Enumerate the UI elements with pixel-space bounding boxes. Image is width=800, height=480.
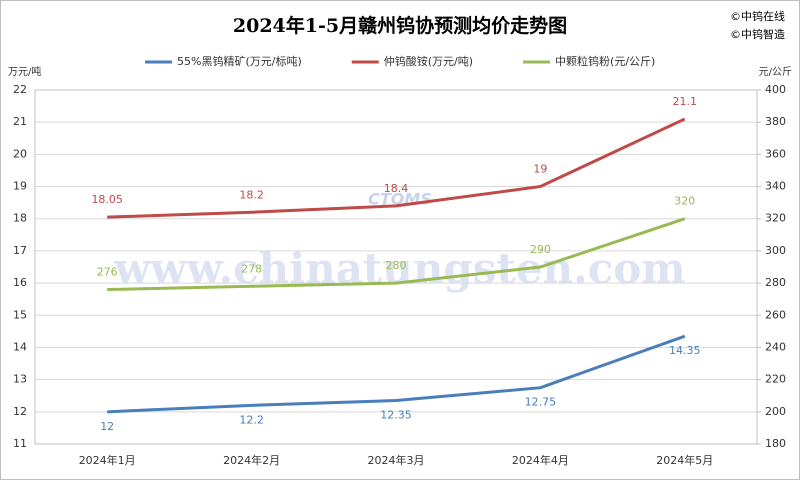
- x-tick-label: 2024年4月: [512, 453, 569, 467]
- x-tick-label: 2024年2月: [223, 453, 280, 467]
- y-tick-label: 19: [13, 180, 27, 193]
- y-tick-label: 22: [13, 83, 27, 96]
- y-tick-label: 13: [13, 373, 27, 386]
- data-label: 19: [533, 163, 547, 176]
- data-label: 12.2: [239, 413, 264, 426]
- y-tick-label: 18: [13, 212, 27, 225]
- y-tick-label: 14: [13, 340, 27, 353]
- data-label: 18.2: [239, 188, 264, 201]
- y2-tick-label: 220: [765, 373, 786, 386]
- y-tick-label: 21: [13, 115, 27, 128]
- data-label: 12: [100, 420, 114, 433]
- data-label: 290: [530, 243, 551, 256]
- y2-tick-label: 280: [765, 276, 786, 289]
- data-label: 18.05: [91, 193, 123, 206]
- chart-title: 2024年1-5月赣州钨协预测均价走势图: [233, 14, 567, 37]
- y-tick-label: 16: [13, 276, 27, 289]
- data-label: 18.4: [384, 182, 409, 195]
- y2-tick-label: 320: [765, 212, 786, 225]
- y2-tick-label: 200: [765, 405, 786, 418]
- y2-tick-label: 260: [765, 308, 786, 321]
- data-label: 21.1: [673, 95, 698, 108]
- legend-label: 中颗粒钨粉(元/公斤): [555, 54, 655, 68]
- y-tick-label: 15: [13, 308, 27, 321]
- data-label: 14.35: [669, 344, 701, 357]
- legend-label: 55%黑钨精矿(万元/标吨): [177, 54, 302, 68]
- series-line: [107, 217, 686, 292]
- legend-label: 仲钨酸铵(万元/吨): [384, 54, 473, 68]
- watermark: www.chinatungsten.com: [113, 244, 685, 293]
- series-line: [107, 117, 686, 219]
- series-line: [107, 334, 686, 414]
- y2-tick-label: 340: [765, 180, 786, 193]
- data-label: 12.75: [525, 396, 557, 409]
- data-label: 276: [97, 266, 118, 279]
- x-tick-label: 2024年5月: [656, 453, 713, 467]
- y2-tick-label: 400: [765, 83, 786, 96]
- y2-axis-label: 元/公斤: [759, 66, 792, 78]
- credit: ©中钨智造: [730, 27, 785, 41]
- y2-tick-label: 240: [765, 340, 786, 353]
- y2-tick-label: 360: [765, 147, 786, 160]
- y2-tick-label: 380: [765, 115, 786, 128]
- credit: ©中钨在线: [730, 9, 785, 23]
- x-tick-label: 2024年1月: [79, 453, 136, 467]
- data-label: 280: [386, 259, 407, 272]
- y-tick-label: 12: [13, 405, 27, 418]
- data-label: 320: [674, 195, 695, 208]
- y-axis-label: 万元/吨: [8, 65, 41, 78]
- y2-tick-label: 180: [765, 437, 786, 450]
- data-label: 278: [241, 262, 262, 275]
- y-tick-label: 17: [13, 244, 27, 257]
- plot-frame: [34, 89, 758, 445]
- y2-tick-label: 300: [765, 244, 786, 257]
- data-label: 12.35: [380, 409, 412, 422]
- y-tick-label: 20: [13, 147, 27, 160]
- y-tick-label: 11: [13, 437, 27, 450]
- x-tick-label: 2024年3月: [368, 453, 425, 467]
